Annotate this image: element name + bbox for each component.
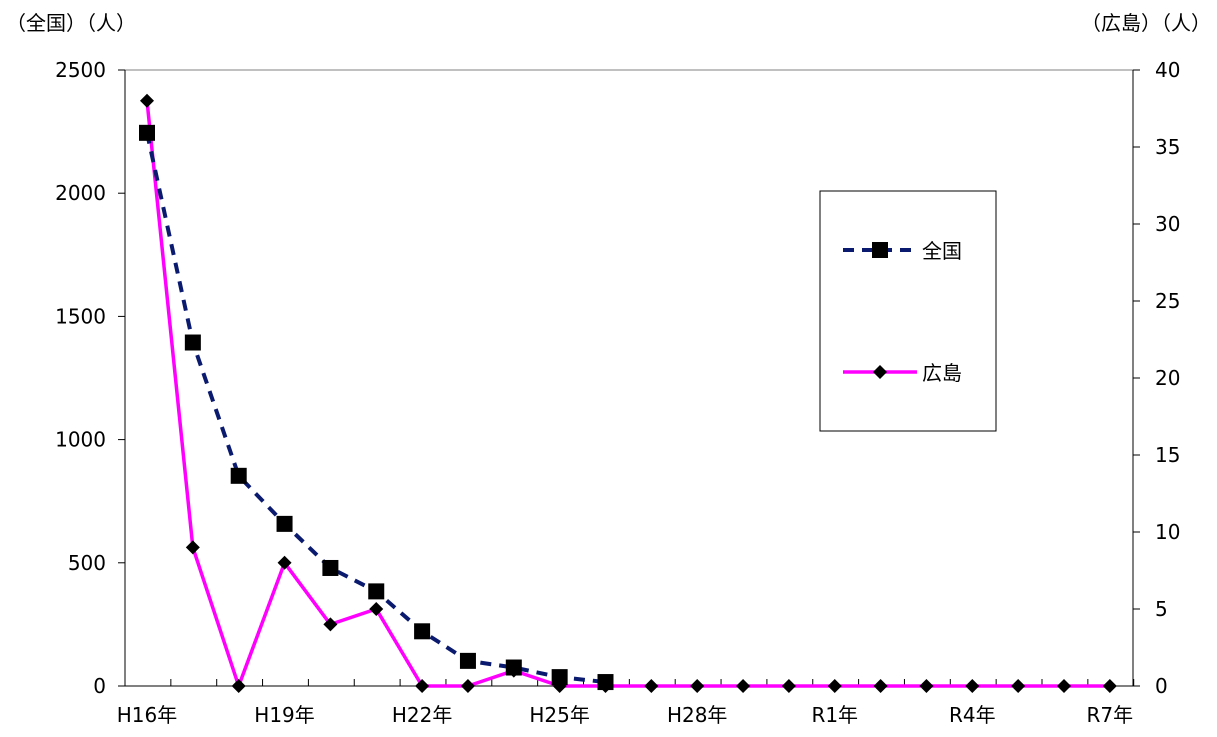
data-point-hiroshima bbox=[1011, 679, 1026, 693]
left-axis-tick-label: 1000 bbox=[55, 428, 106, 452]
data-point-zenkoku bbox=[139, 124, 155, 141]
data-point-hiroshima bbox=[415, 679, 430, 693]
data-point-hiroshima bbox=[1102, 679, 1117, 693]
data-point-hiroshima bbox=[140, 93, 154, 108]
legend-label-hiroshima: 広島 bbox=[922, 361, 962, 385]
x-axis-tick-label: R4年 bbox=[949, 703, 996, 727]
data-point-hiroshima bbox=[644, 679, 659, 693]
series-layer bbox=[139, 93, 1117, 693]
data-point-zenkoku bbox=[459, 652, 476, 669]
x-axis-tick-label: H19年 bbox=[254, 703, 315, 727]
series-zenkoku bbox=[139, 124, 614, 691]
right-axis-tick-label: 5 bbox=[1155, 597, 1168, 621]
right-axis-tick-label: 40 bbox=[1155, 58, 1180, 82]
left-axis-tick-label: 0 bbox=[93, 674, 106, 698]
data-point-hiroshima bbox=[781, 679, 796, 693]
data-point-hiroshima bbox=[736, 679, 751, 693]
right-axis-tick-label: 20 bbox=[1155, 366, 1180, 390]
right-axis-tick-label: 0 bbox=[1155, 674, 1168, 698]
data-point-hiroshima bbox=[873, 679, 888, 693]
data-point-zenkoku bbox=[184, 334, 201, 351]
data-point-zenkoku bbox=[597, 674, 614, 691]
x-axis-tick-label: H28年 bbox=[667, 703, 728, 727]
left-axis-tick-label: 1500 bbox=[55, 304, 106, 328]
x-axis-tick-label: R7年 bbox=[1087, 703, 1134, 727]
series-line-hiroshima bbox=[145, 100, 1110, 688]
right-axis-unit-label: （広島）（人） bbox=[1081, 11, 1211, 35]
data-point-hiroshima bbox=[460, 679, 475, 693]
data-point-hiroshima bbox=[919, 679, 934, 693]
data-point-hiroshima bbox=[277, 555, 292, 570]
legend-box bbox=[819, 190, 997, 432]
data-point-hiroshima bbox=[231, 679, 246, 693]
x-axis-tick-label: R1年 bbox=[811, 703, 858, 727]
right-axis-tick-label: 10 bbox=[1155, 520, 1180, 544]
x-axis-tick-label: H25年 bbox=[529, 703, 590, 727]
left-axis-unit-label: （全国）（人） bbox=[6, 11, 136, 35]
data-point-hiroshima bbox=[965, 679, 980, 693]
right-axis-tick-label: 25 bbox=[1155, 289, 1180, 313]
series-line-zenkoku bbox=[145, 132, 606, 685]
x-axis-tick-label: H22年 bbox=[392, 703, 453, 727]
axes: 0 500 1000 1500 2000 2500 0 5 10 15 20 25 30 35 40 H16年… bbox=[55, 58, 1180, 727]
right-axis-tick-label: 15 bbox=[1155, 443, 1180, 467]
data-point-hiroshima bbox=[323, 617, 338, 632]
left-axis-tick-label: 2000 bbox=[55, 181, 106, 205]
data-point-zenkoku bbox=[368, 583, 385, 600]
right-axis-tick-label: 35 bbox=[1155, 135, 1180, 159]
data-point-zenkoku bbox=[551, 669, 568, 686]
data-point-hiroshima bbox=[369, 602, 384, 616]
data-point-zenkoku bbox=[414, 623, 431, 640]
left-axis-tick-label: 500 bbox=[68, 551, 106, 575]
legend-label-zenkoku: 全国 bbox=[922, 239, 962, 263]
data-point-hiroshima bbox=[1057, 679, 1071, 693]
data-point-zenkoku bbox=[505, 659, 522, 676]
legend-marker-hiroshima bbox=[873, 365, 887, 379]
data-point-zenkoku bbox=[322, 559, 339, 576]
left-axis-tick-label: 2500 bbox=[55, 58, 106, 82]
data-point-zenkoku bbox=[230, 467, 247, 484]
right-axis-tick-label: 30 bbox=[1155, 212, 1180, 236]
data-point-hiroshima bbox=[185, 540, 200, 555]
legend-marker-zenkoku bbox=[872, 242, 888, 258]
x-axis-tick-label: H16年 bbox=[117, 703, 178, 727]
data-point-zenkoku bbox=[276, 515, 293, 532]
data-point-hiroshima bbox=[690, 679, 705, 693]
data-point-hiroshima bbox=[827, 679, 842, 693]
